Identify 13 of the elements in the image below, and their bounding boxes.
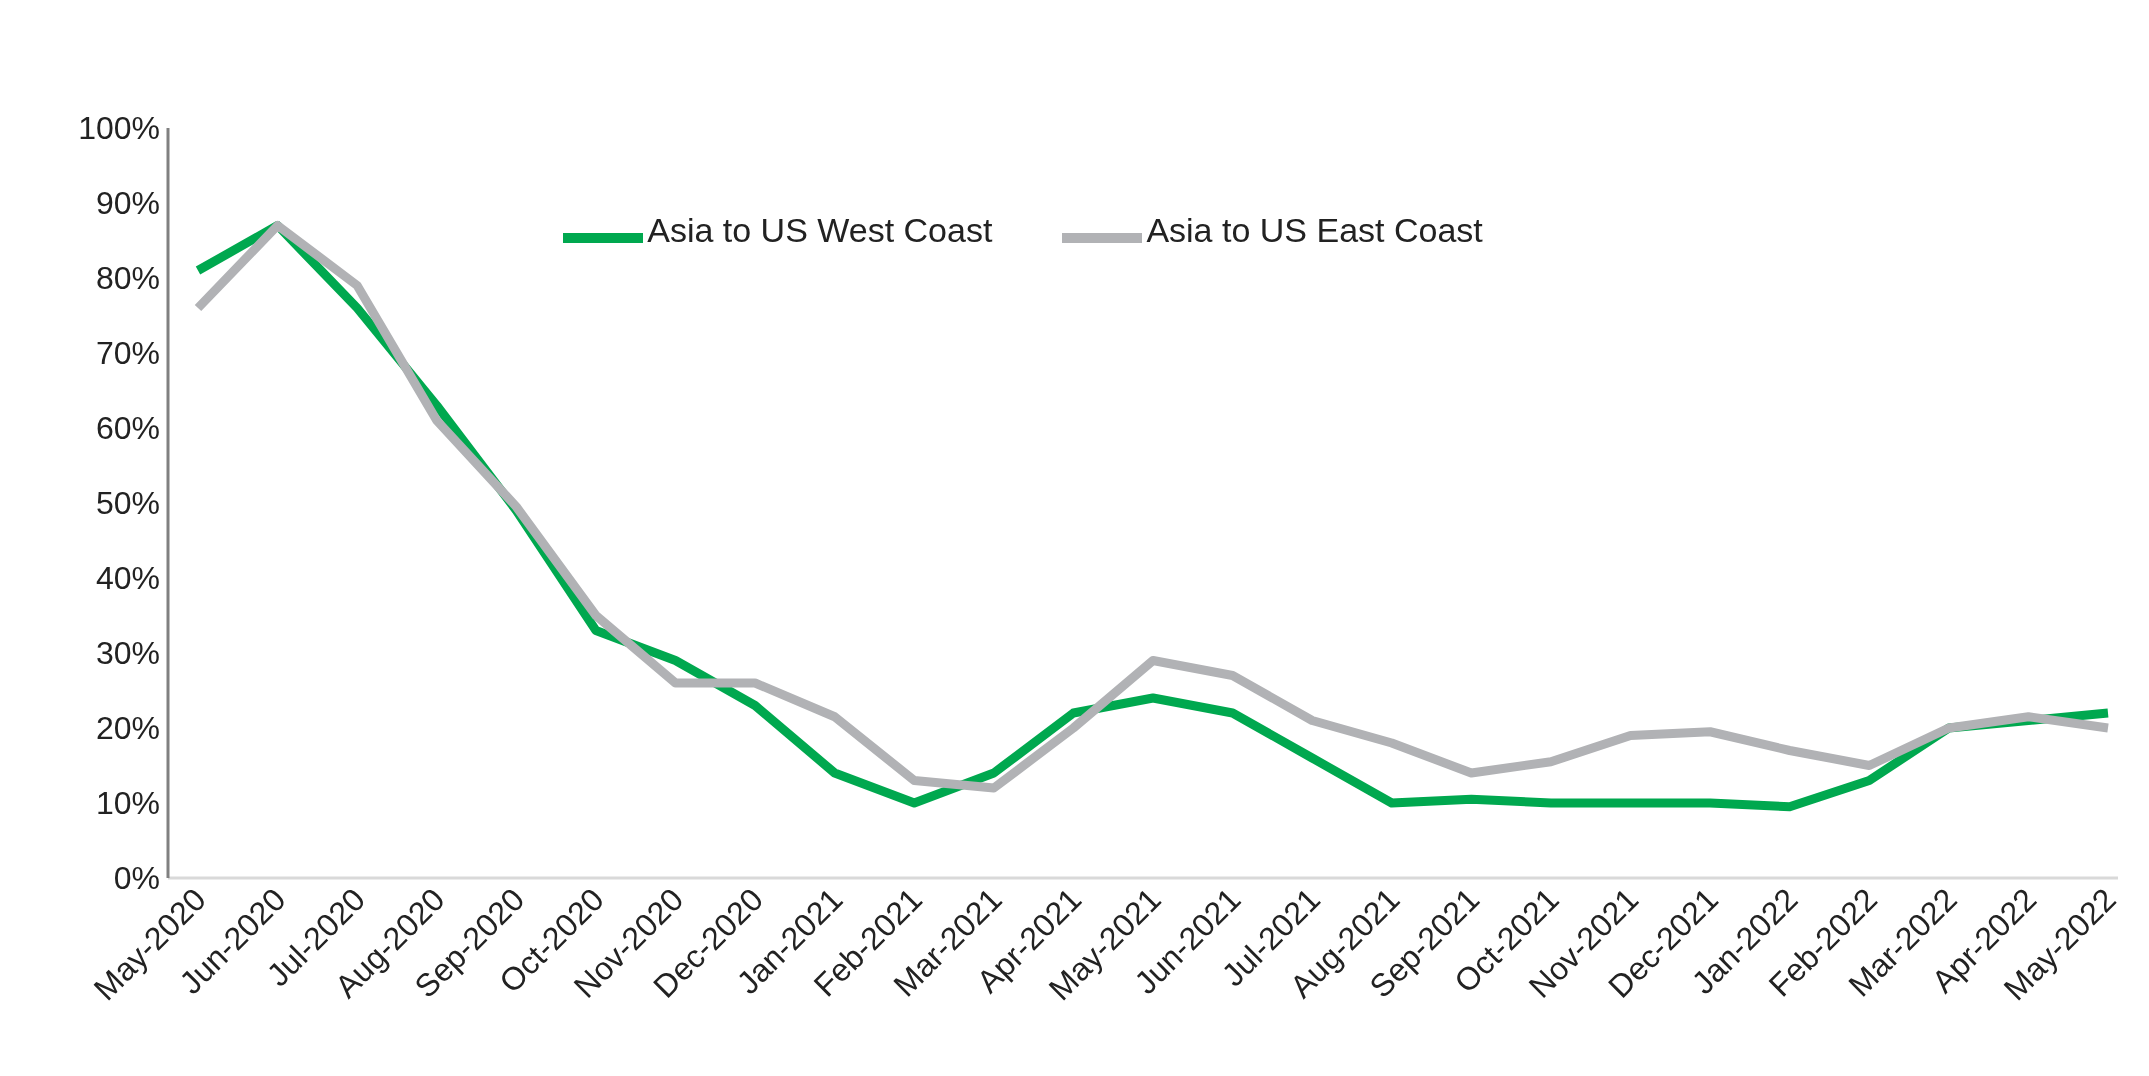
y-tick-label: 100% (78, 110, 160, 147)
y-tick-label: 20% (95, 710, 160, 747)
y-tick-label: 70% (95, 335, 160, 372)
y-tick-label: 80% (95, 260, 160, 297)
y-tick-label: 0% (113, 860, 160, 897)
legend-label: Asia to US East Coast (1146, 211, 1483, 250)
y-tick-label: 30% (95, 635, 160, 672)
y-tick-label: 50% (95, 485, 160, 522)
y-tick-label: 10% (95, 785, 160, 822)
y-tick-label: 60% (95, 410, 160, 447)
y-tick-label: 40% (95, 560, 160, 597)
legend-label: Asia to US West Coast (647, 211, 993, 250)
y-tick-label: 90% (95, 185, 160, 222)
